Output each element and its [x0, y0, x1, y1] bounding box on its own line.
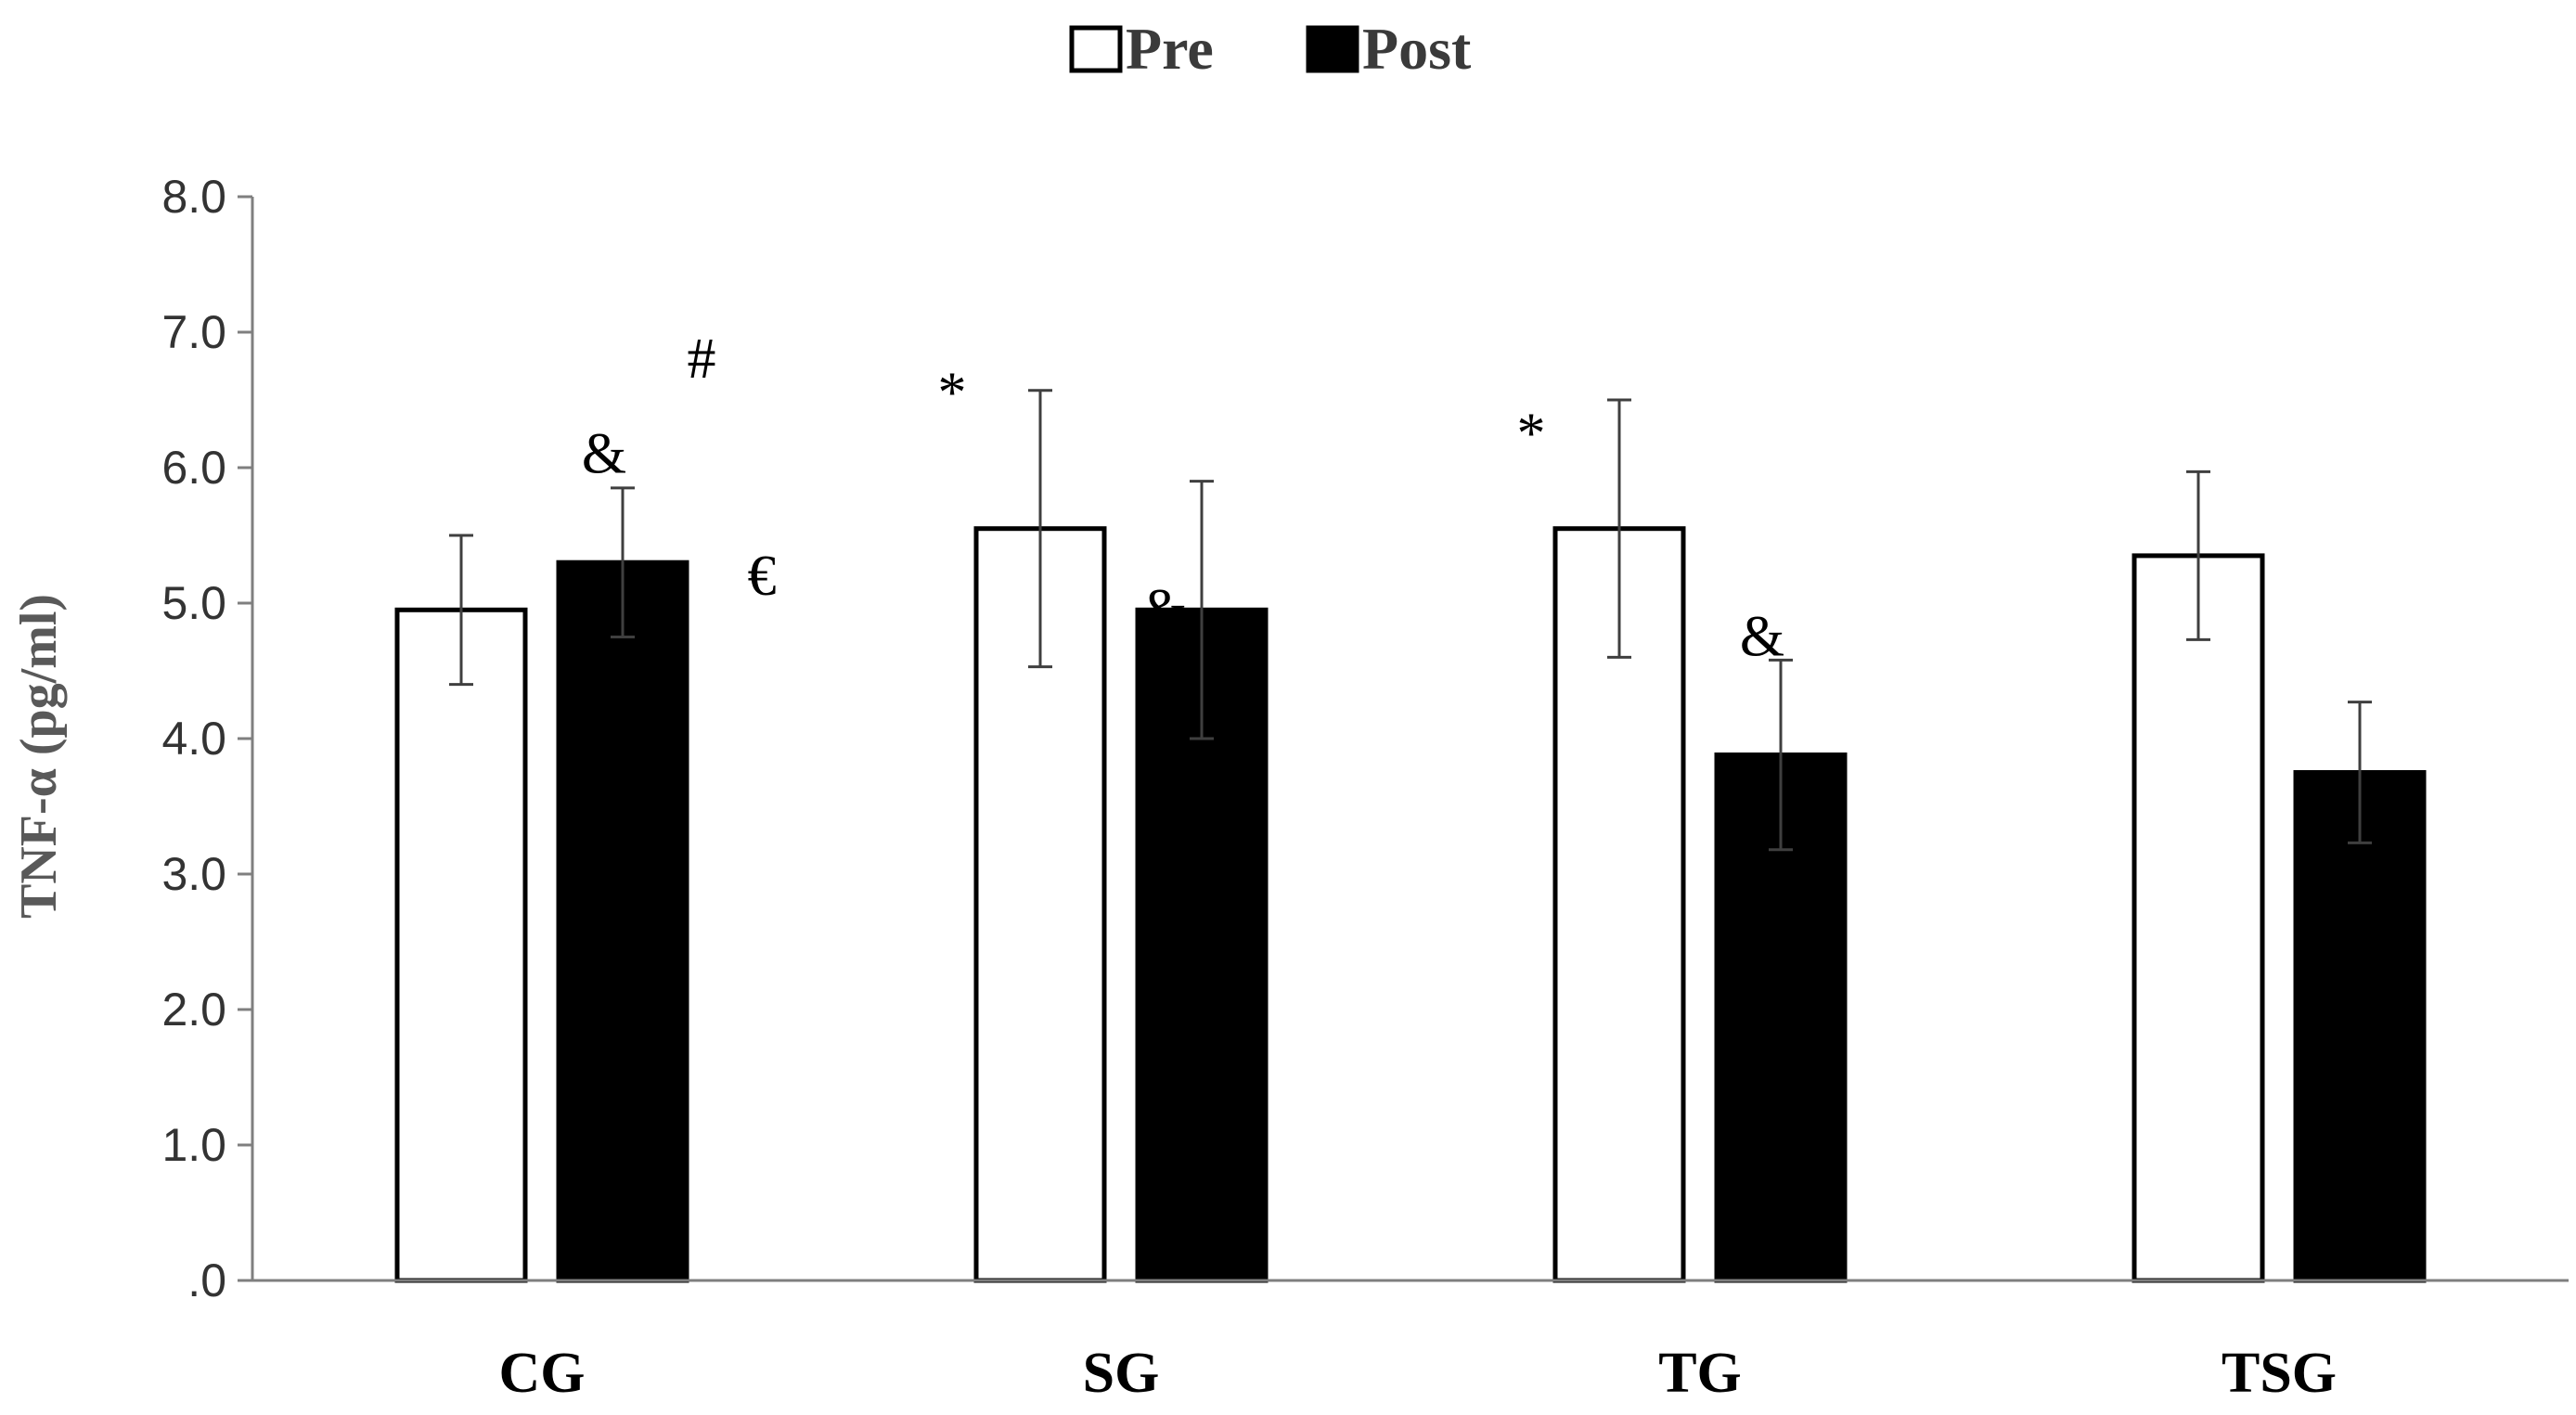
y-tick-label: 7.0 [161, 306, 226, 358]
category-label-cg: CG [499, 1342, 586, 1405]
y-tick-label: 2.0 [161, 984, 226, 1036]
category-label-tg: TG [1658, 1342, 1742, 1405]
annotation-mark: & [1740, 606, 1784, 669]
y-tick-label: 6.0 [161, 442, 226, 494]
category-label-tsg: TSG [2222, 1342, 2337, 1405]
y-tick-label: 5.0 [161, 577, 226, 629]
annotation-mark: € [748, 545, 777, 608]
annotation-mark: & [1142, 578, 1187, 641]
annotation-mark: & [582, 422, 626, 485]
bar-pre-cg [394, 607, 528, 1283]
bars [394, 526, 2427, 1283]
y-tick-label: 4.0 [161, 713, 226, 765]
significance-annotations: &#€*&*& [582, 328, 1784, 668]
annotation-mark: * [1517, 403, 1546, 466]
bar-post-cg [556, 560, 689, 1283]
y-axis-ticks: .0 1.0 2.0 3.0 4.0 5.0 6.0 7.0 8.0 [161, 171, 252, 1306]
category-labels: CG SG TG TSG [499, 1342, 2338, 1405]
annotation-mark: * [938, 362, 967, 425]
legend-label-pre: Pre [1126, 16, 1214, 82]
y-tick-label: 8.0 [161, 171, 226, 223]
legend-swatch-post [1306, 25, 1359, 73]
legend-swatch-pre [1069, 25, 1123, 73]
axes [251, 197, 2569, 1282]
error-bars [449, 389, 2372, 852]
category-label-sg: SG [1083, 1342, 1160, 1405]
bar-post-tsg [2293, 770, 2427, 1283]
annotation-mark: # [688, 328, 716, 391]
legend-label-post: Post [1362, 16, 1472, 82]
bar-pre-tsg [2132, 553, 2265, 1283]
y-axis-title: TNF-α (pg/ml) [10, 594, 68, 919]
y-tick-label: .0 [187, 1254, 226, 1306]
y-tick-label: 3.0 [161, 848, 226, 900]
legend: Pre Post [1069, 16, 1472, 82]
y-tick-label: 1.0 [161, 1119, 226, 1171]
